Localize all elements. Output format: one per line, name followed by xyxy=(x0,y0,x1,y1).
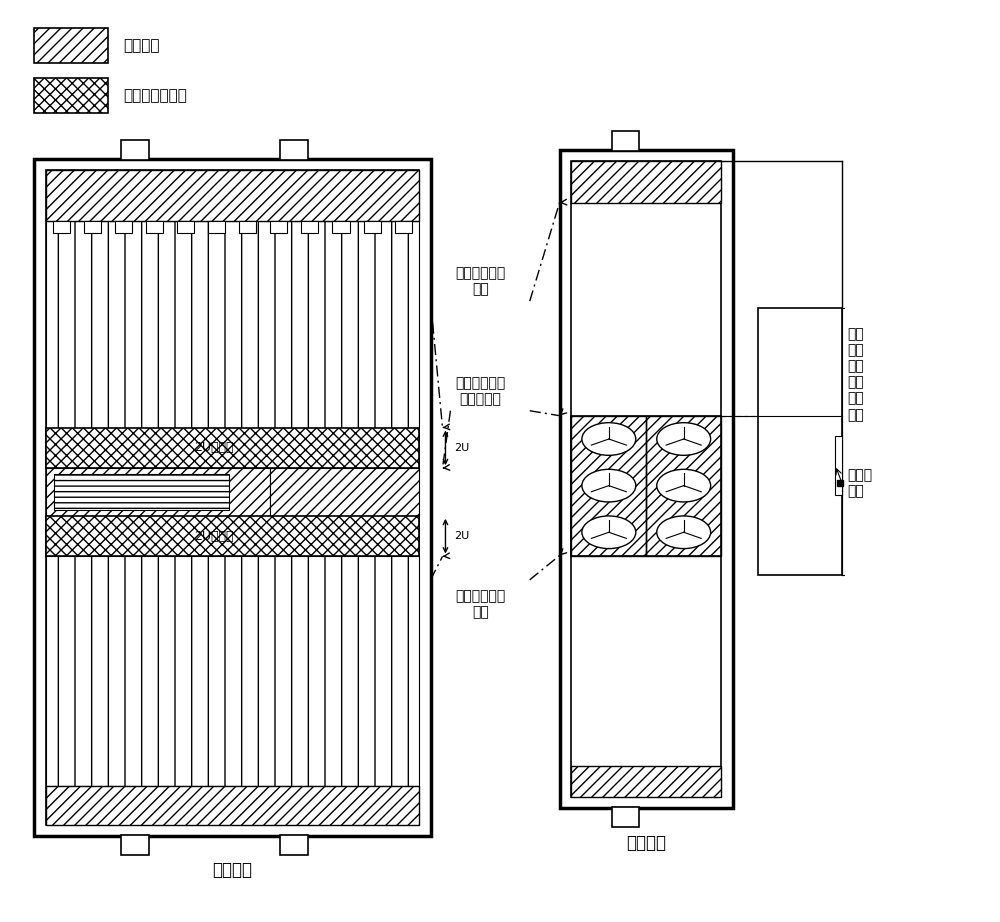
Bar xyxy=(612,808,639,827)
Ellipse shape xyxy=(657,422,711,455)
Text: 2U补风孔: 2U补风孔 xyxy=(194,442,233,455)
Bar xyxy=(46,428,419,468)
Bar xyxy=(301,220,318,232)
Text: 2U: 2U xyxy=(454,443,470,453)
Text: 2U补风孔: 2U补风孔 xyxy=(194,529,233,543)
Bar xyxy=(34,78,108,112)
Ellipse shape xyxy=(657,516,711,549)
Ellipse shape xyxy=(582,422,636,455)
Bar xyxy=(46,220,419,428)
Bar xyxy=(560,150,733,809)
Text: 单板
大小
及连
接器
相对
位置: 单板 大小 及连 接器 相对 位置 xyxy=(847,326,864,422)
Bar xyxy=(270,468,419,516)
Bar xyxy=(280,834,308,855)
Bar xyxy=(46,516,419,556)
Bar xyxy=(758,308,842,574)
Bar xyxy=(239,220,256,232)
Bar xyxy=(46,556,419,786)
Bar xyxy=(280,140,308,160)
Text: 正面视图: 正面视图 xyxy=(212,861,252,880)
Bar xyxy=(121,834,149,855)
Bar xyxy=(115,220,132,232)
Bar xyxy=(571,161,721,798)
Bar xyxy=(121,140,149,160)
Bar xyxy=(646,416,721,556)
Bar xyxy=(46,171,419,220)
Bar xyxy=(84,220,101,232)
Text: 2U: 2U xyxy=(454,531,470,541)
Bar xyxy=(270,220,287,232)
Bar xyxy=(571,766,721,798)
Ellipse shape xyxy=(582,469,636,502)
Bar xyxy=(612,131,639,151)
Bar xyxy=(146,220,163,232)
Text: 单板连
接器: 单板连 接器 xyxy=(847,468,872,499)
Bar xyxy=(571,416,646,556)
Bar xyxy=(332,220,350,232)
Bar xyxy=(54,474,229,511)
Text: 子架上框导轨
位置: 子架上框导轨 位置 xyxy=(455,266,505,297)
Ellipse shape xyxy=(582,516,636,549)
Bar xyxy=(208,220,225,232)
Bar xyxy=(571,161,721,203)
Bar xyxy=(46,786,419,824)
Bar xyxy=(34,28,108,63)
Bar xyxy=(53,220,70,232)
Text: 子架下框导轨
位置: 子架下框导轨 位置 xyxy=(455,589,505,619)
Bar xyxy=(395,220,412,232)
Text: 散热单元: 散热单元 xyxy=(123,38,160,53)
Bar xyxy=(34,160,431,835)
Bar xyxy=(46,468,270,516)
Bar xyxy=(571,416,721,556)
Text: 子架上、下框
与中框隔板: 子架上、下框 与中框隔板 xyxy=(455,376,505,407)
Text: 子架中框补风孔: 子架中框补风孔 xyxy=(123,88,187,103)
Text: 侧面视图: 侧面视图 xyxy=(626,833,666,852)
Bar xyxy=(364,220,381,232)
Bar xyxy=(46,171,419,824)
Bar xyxy=(835,436,842,494)
Ellipse shape xyxy=(657,469,711,502)
Bar xyxy=(177,220,194,232)
